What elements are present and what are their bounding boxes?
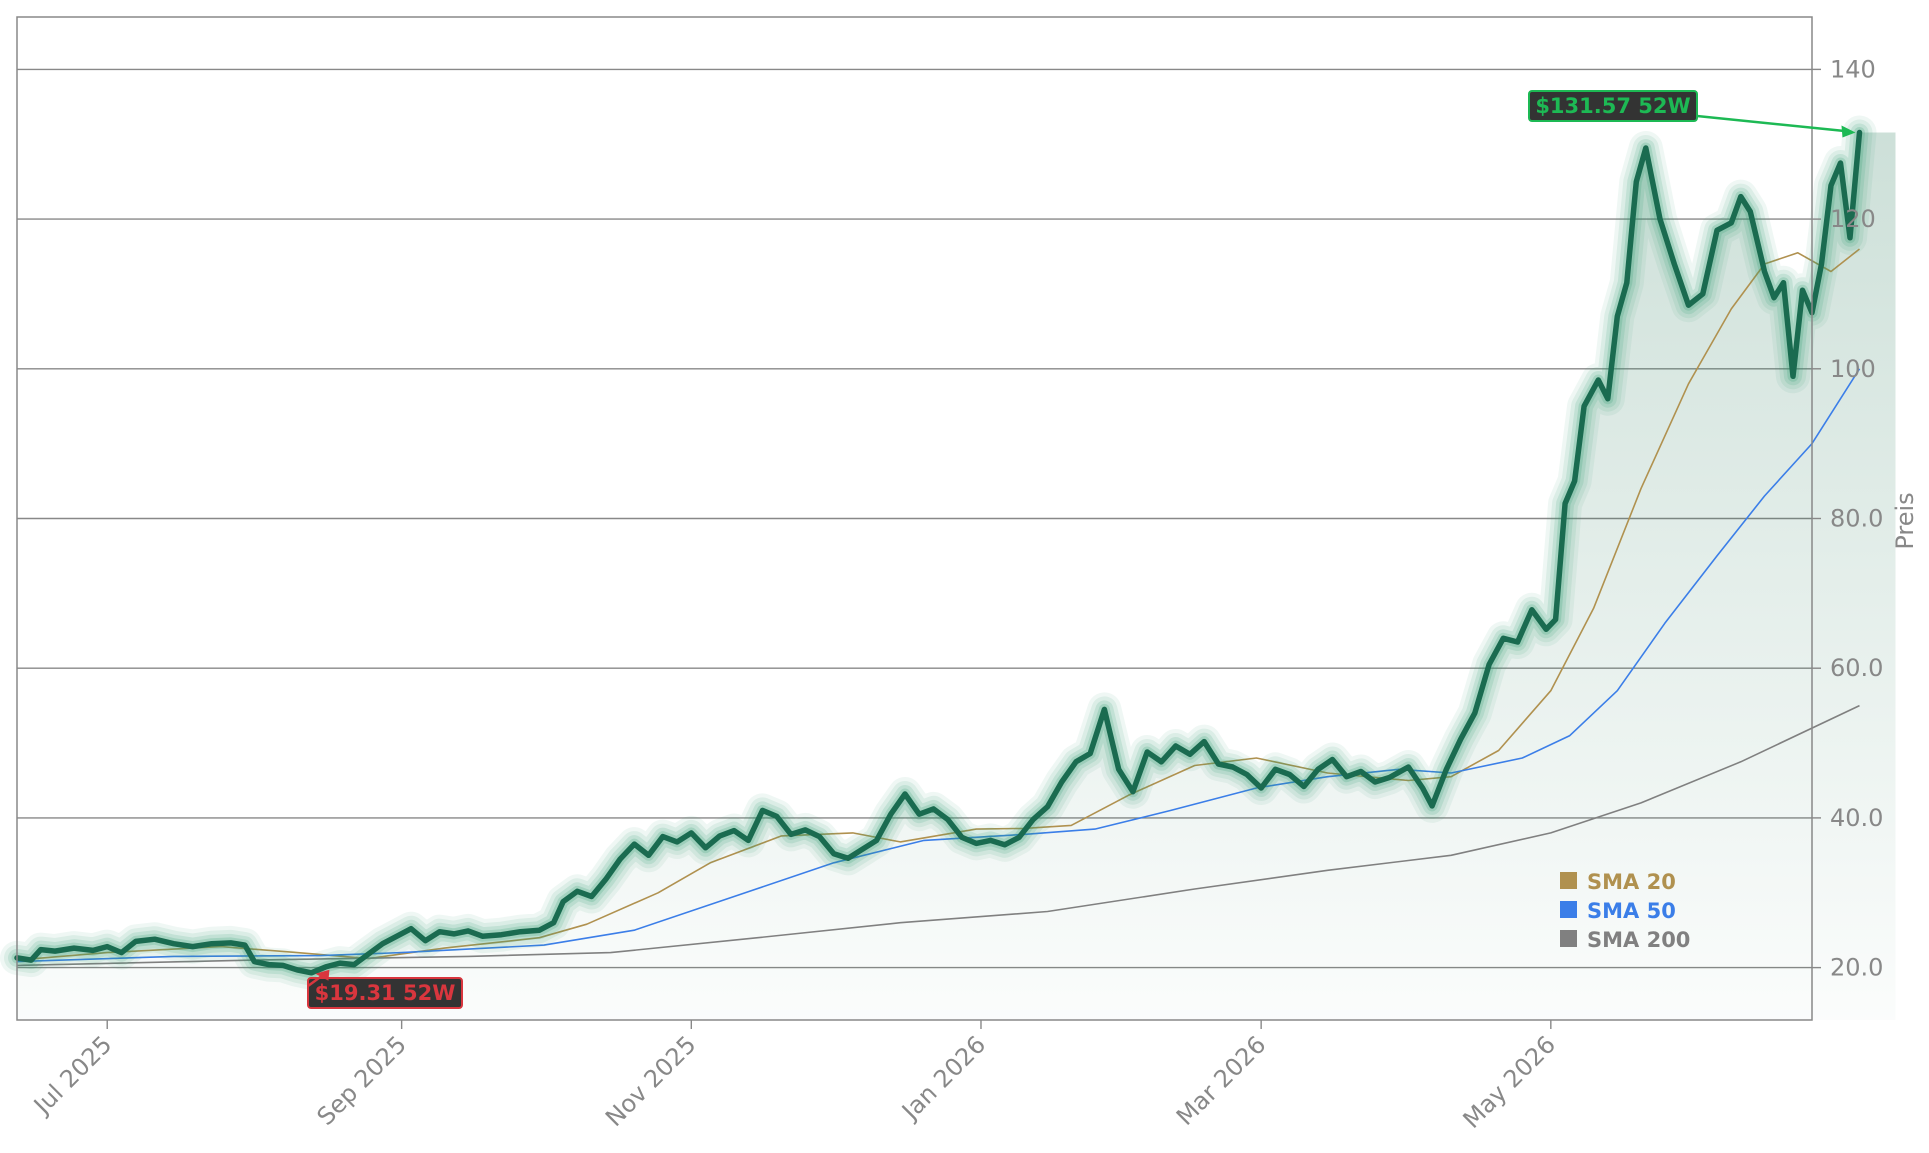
y-axis-ticks: 20.0 40.0 60.0 80.0 100 120 140 <box>1812 55 1883 982</box>
legend-label: SMA 20 <box>1587 870 1676 894</box>
ytick-label: 60.0 <box>1830 654 1883 682</box>
annotation-high-arrowhead <box>1841 125 1856 138</box>
legend-swatch-sma50 <box>1560 901 1577 918</box>
annotation-high-box <box>1528 90 1698 122</box>
annotation-high-label: $131.57 52W <box>1535 94 1690 118</box>
xtick-label: Mar 2026 <box>1171 1030 1271 1130</box>
price-line <box>14 129 1863 976</box>
xtick-label: Jan 2026 <box>895 1030 991 1126</box>
xtick-label: May 2026 <box>1458 1030 1561 1133</box>
y-axis-label: Preis <box>1891 492 1919 549</box>
annotation-high-arrow-line <box>1696 114 1850 133</box>
series-line-sma20 <box>16 248 1860 961</box>
legend: SMA 20 SMA 50 SMA 200 <box>1560 870 1690 952</box>
ytick-label: 100 <box>1830 355 1876 383</box>
ytick-label: 140 <box>1830 55 1876 83</box>
legend-swatch-sma200 <box>1560 930 1577 947</box>
annotation-low-box <box>307 977 463 1009</box>
annotation-low-arrowhead <box>315 969 330 981</box>
series-line-sma50 <box>16 368 1861 963</box>
price-line-group <box>0 115 1877 990</box>
annotation-low-label: $19.31 52W <box>315 981 456 1005</box>
ytick-label: 40.0 <box>1830 804 1883 832</box>
legend-label: SMA 50 <box>1587 899 1676 923</box>
legend-label: SMA 200 <box>1587 928 1690 952</box>
xtick-label: Nov 2025 <box>600 1030 702 1132</box>
x-axis-ticks: Jul 2025 Sep 2025 Nov 2025 Jan 2026 Mar 2026… <box>27 1020 1561 1134</box>
xtick-label: Sep 2025 <box>312 1030 412 1130</box>
ytick-label: 80.0 <box>1830 505 1883 533</box>
legend-swatch-sma20 <box>1560 872 1577 889</box>
series-line-sma200 <box>16 704 1860 967</box>
xtick-label: Jul 2025 <box>27 1030 117 1120</box>
sma-lines <box>16 248 1861 967</box>
ytick-label: 20.0 <box>1830 954 1883 982</box>
annotations: $131.57 52W $19.31 52W <box>307 90 1856 1009</box>
ytick-label: 120 <box>1830 205 1876 233</box>
